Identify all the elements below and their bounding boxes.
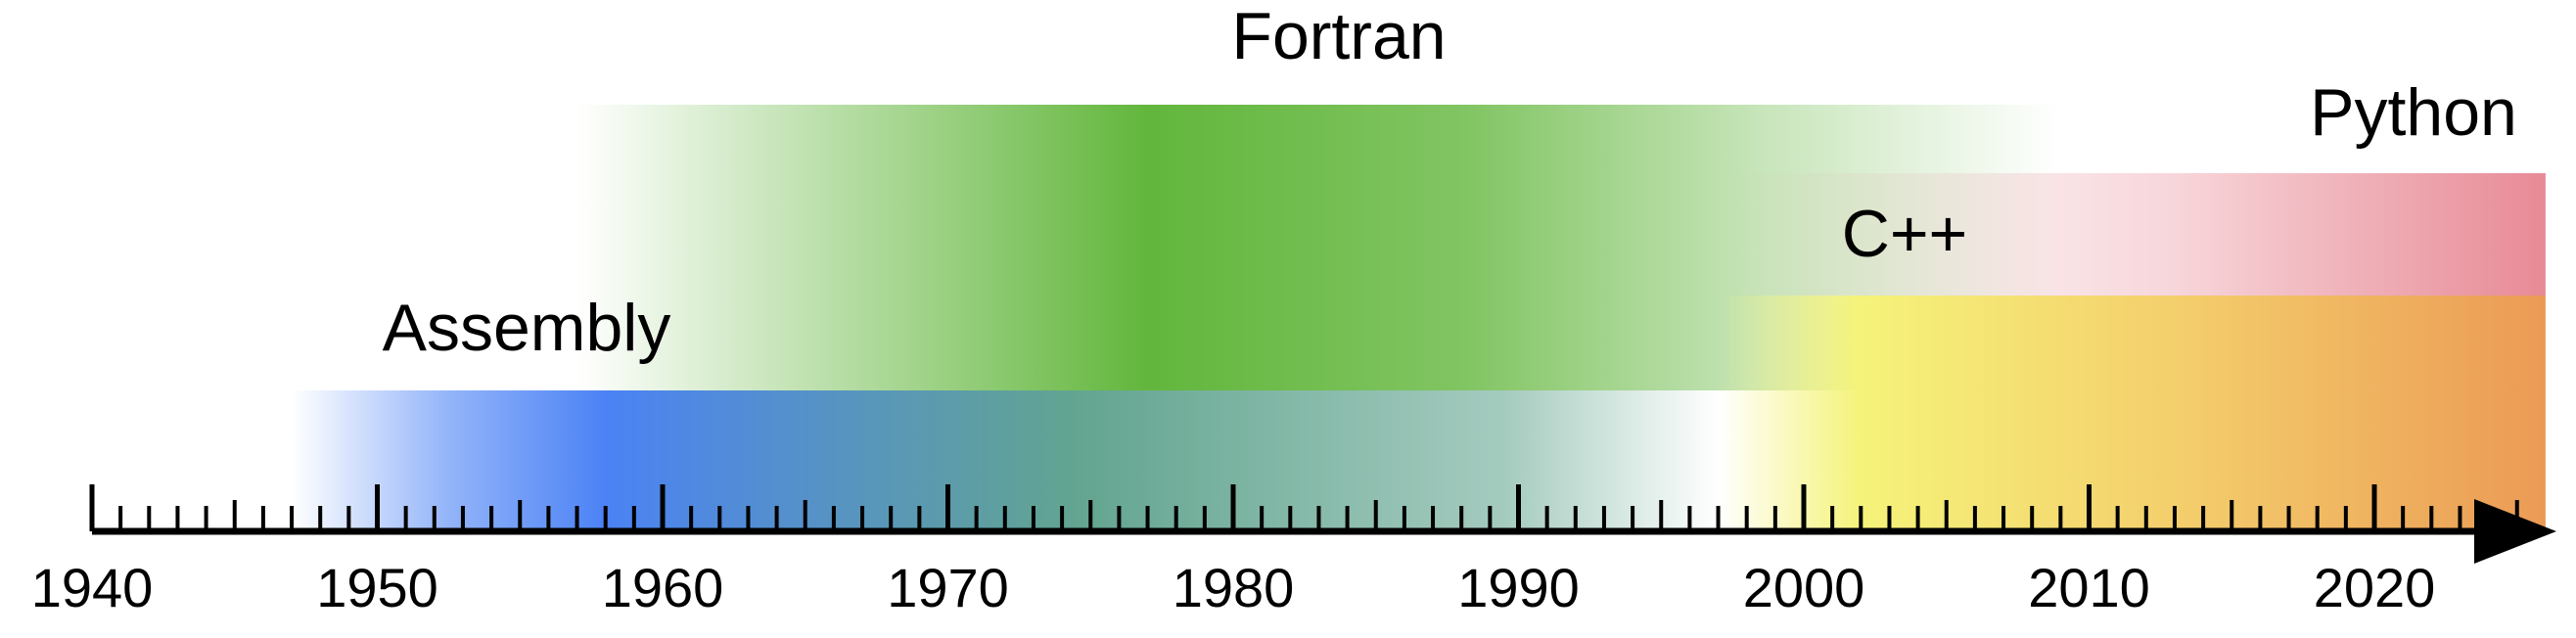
cpp-label: C++ — [1842, 197, 1968, 271]
fortran-label: Fortran — [1231, 0, 1446, 73]
language-bands — [292, 105, 2546, 530]
python-band — [1718, 173, 2546, 296]
tick-label: 2020 — [2314, 557, 2436, 618]
tick-label: 1970 — [887, 557, 1009, 618]
axis-ticks — [89, 484, 2519, 531]
tick-label: 1940 — [31, 557, 154, 618]
language-labels: Fortran Python C++ Assembly — [383, 0, 2517, 365]
tick-label: 2010 — [2028, 557, 2150, 618]
timeline-axis: 1940 1950 1960 1970 1980 1990 2000 2010 2020 — [31, 484, 2556, 618]
axis-tick-labels: 1940 1950 1960 1970 1980 1990 2000 2010 2020 — [31, 557, 2436, 618]
assembly-label: Assembly — [383, 291, 671, 365]
tick-label: 1990 — [1457, 557, 1580, 618]
python-label: Python — [2310, 75, 2517, 150]
tick-label: 1980 — [1173, 557, 1295, 618]
tick-label: 1950 — [316, 557, 438, 618]
cpp-band — [1718, 296, 2546, 530]
tick-label: 1960 — [602, 557, 724, 618]
tick-label: 2000 — [1743, 557, 1865, 618]
